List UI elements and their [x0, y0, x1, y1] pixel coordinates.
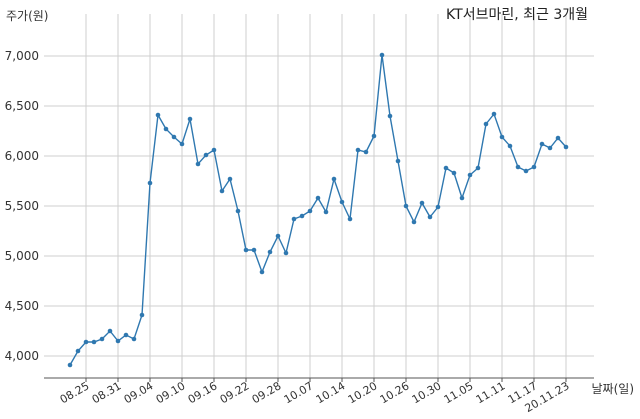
- x-axis-ticks: 08.2508.3109.0409.1009.1609.2209.2810.07…: [58, 379, 572, 415]
- data-point: [323, 209, 329, 215]
- data-point: [411, 219, 417, 225]
- data-point: [155, 112, 161, 118]
- data-point: [363, 149, 369, 155]
- data-point: [299, 213, 305, 219]
- data-point: [107, 328, 113, 334]
- data-point: [211, 147, 217, 153]
- x-tick-label: 09.22: [218, 379, 252, 406]
- data-point: [99, 336, 105, 342]
- data-point: [243, 247, 249, 253]
- data-point: [171, 134, 177, 140]
- data-point: [339, 199, 345, 205]
- data-point: [67, 362, 73, 368]
- x-tick-label: 11.11: [474, 379, 508, 406]
- data-point: [91, 339, 97, 345]
- data-point: [563, 144, 569, 150]
- data-point: [547, 145, 553, 151]
- x-tick-label: 10.07: [282, 379, 316, 406]
- data-point: [523, 168, 529, 174]
- data-point: [395, 158, 401, 164]
- data-point: [539, 141, 545, 147]
- data-point: [187, 116, 193, 122]
- y-tick-label: 4,500: [5, 299, 39, 313]
- data-point: [123, 332, 129, 338]
- y-tick-label: 6,500: [5, 99, 39, 113]
- y-tick-label: 5,500: [5, 199, 39, 213]
- data-point: [131, 336, 137, 342]
- data-point: [387, 113, 393, 119]
- data-point: [499, 134, 505, 140]
- data-point: [467, 172, 473, 178]
- data-point: [227, 176, 233, 182]
- data-point: [163, 126, 169, 132]
- data-point: [419, 200, 425, 206]
- data-point: [235, 208, 241, 214]
- data-point: [219, 188, 225, 194]
- data-point: [555, 135, 561, 141]
- data-point: [347, 216, 353, 222]
- data-point: [459, 195, 465, 201]
- price-series: [67, 52, 569, 368]
- x-tick-label: 10.30: [410, 379, 444, 406]
- data-point: [139, 312, 145, 318]
- y-tick-label: 7,000: [5, 49, 39, 63]
- data-point: [403, 203, 409, 209]
- data-point: [291, 216, 297, 222]
- x-tick-label: 10.26: [378, 379, 412, 406]
- chart-title: KT서브마린, 최근 3개월: [446, 7, 588, 23]
- data-point: [331, 176, 337, 182]
- data-point: [83, 339, 89, 345]
- data-point: [283, 250, 289, 256]
- x-tick-label: 10.20: [346, 379, 380, 406]
- data-point: [179, 141, 185, 147]
- data-point: [379, 52, 385, 58]
- data-point: [147, 180, 153, 186]
- y-axis-label: 주가(원): [6, 9, 48, 23]
- y-tick-label: 4,000: [5, 349, 39, 363]
- data-point: [115, 338, 121, 344]
- data-point: [475, 165, 481, 171]
- data-point: [75, 348, 81, 354]
- data-point: [275, 233, 281, 239]
- data-point: [355, 147, 361, 153]
- data-point: [483, 121, 489, 127]
- y-axis-ticks: 4,000 4,500 5,000 5,500 6,000 6,500 7,000: [5, 49, 39, 363]
- data-point: [307, 208, 313, 214]
- series-line: [69, 54, 567, 366]
- data-point: [195, 161, 201, 167]
- data-point: [251, 247, 257, 253]
- y-tick-label: 5,000: [5, 249, 39, 263]
- data-point: [451, 170, 457, 176]
- data-point: [315, 195, 321, 201]
- x-tick-label: 09.04: [122, 379, 156, 406]
- data-point: [491, 111, 497, 117]
- axes: [44, 377, 594, 382]
- data-point: [507, 143, 513, 149]
- data-point: [203, 152, 209, 158]
- x-tick-label: 09.16: [186, 379, 220, 406]
- x-tick-label: 09.10: [154, 379, 188, 406]
- x-tick-label: 09.28: [250, 379, 284, 406]
- x-tick-label: 08.31: [90, 379, 124, 406]
- data-point: [435, 204, 441, 210]
- y-tick-label: 6,000: [5, 149, 39, 163]
- grid: [44, 14, 594, 378]
- data-point: [531, 164, 537, 170]
- x-tick-label: 11.05: [442, 379, 476, 406]
- data-point: [427, 214, 433, 220]
- x-tick-label: 10.14: [314, 379, 348, 406]
- data-point: [515, 164, 521, 170]
- data-point: [267, 249, 273, 255]
- data-point: [443, 165, 449, 171]
- data-point: [259, 269, 265, 275]
- x-tick-label: 08.25: [58, 379, 92, 406]
- data-point: [371, 133, 377, 139]
- x-axis-label: 날짜(일): [592, 382, 634, 396]
